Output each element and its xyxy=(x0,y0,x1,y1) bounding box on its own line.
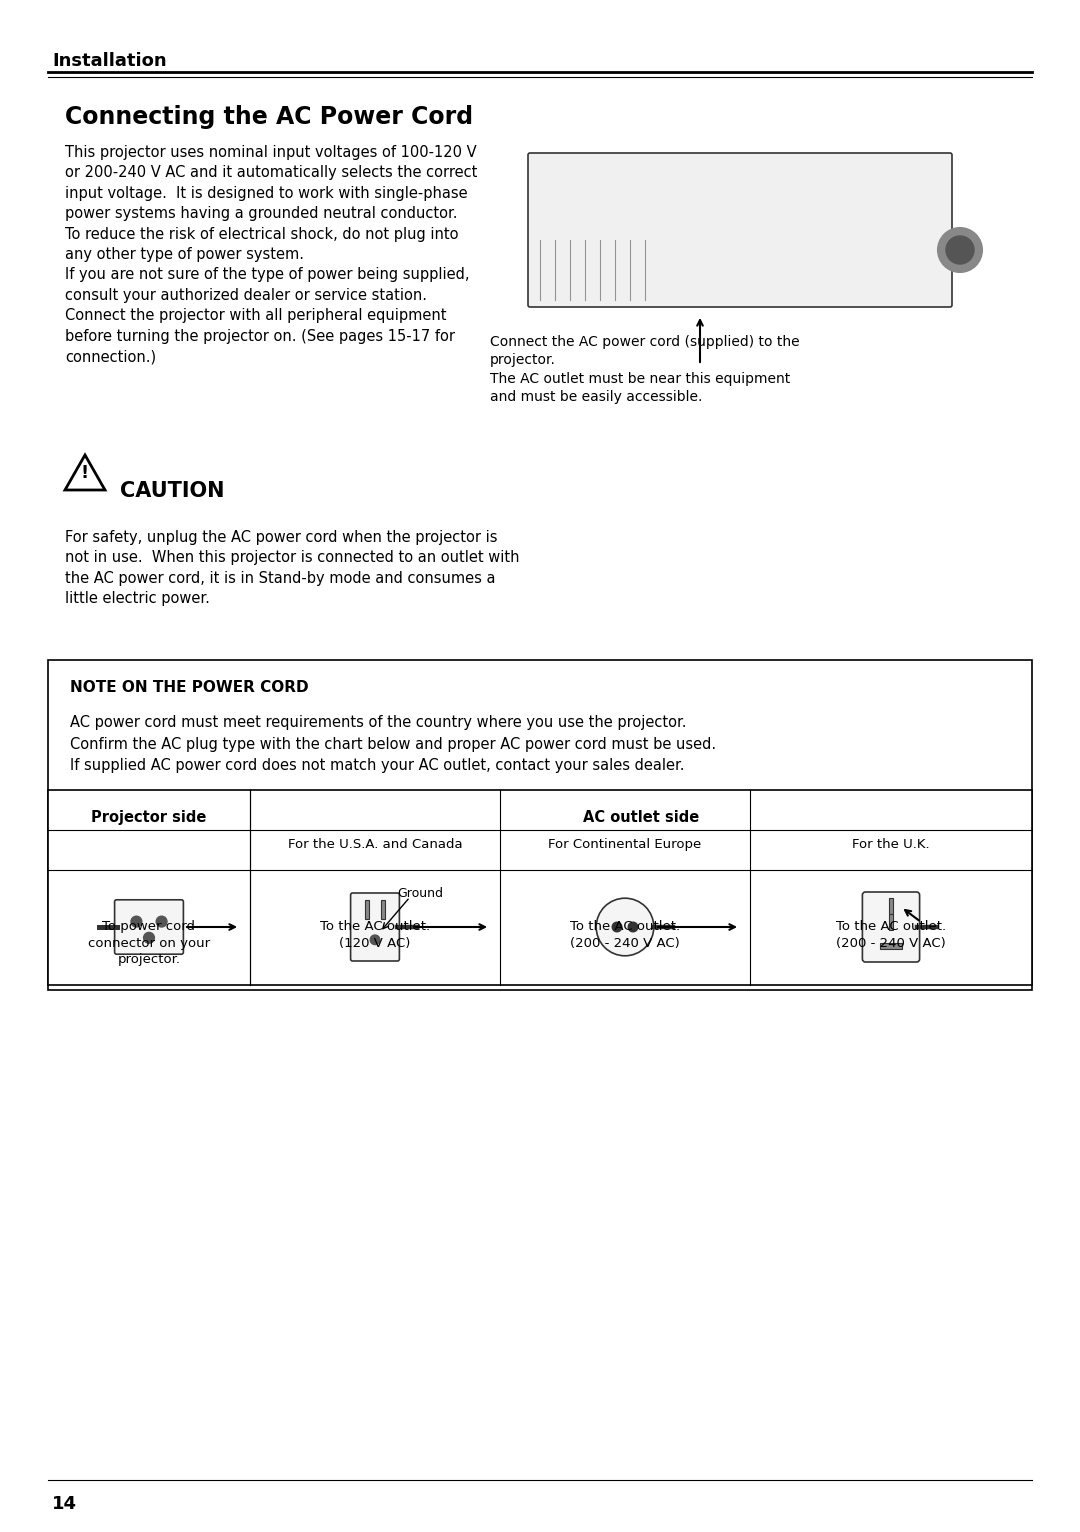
Text: AC outlet side: AC outlet side xyxy=(583,810,699,826)
Text: Ground: Ground xyxy=(397,887,443,899)
Bar xyxy=(48,791,1032,985)
Bar xyxy=(889,898,893,915)
Text: Connect the AC power cord (supplied) to the
projector.
The AC outlet must be nea: Connect the AC power cord (supplied) to … xyxy=(490,336,799,404)
Text: Installation: Installation xyxy=(52,52,166,70)
Text: To power cord
connector on your
projector.: To power cord connector on your projecto… xyxy=(87,921,211,967)
Polygon shape xyxy=(65,455,105,490)
FancyBboxPatch shape xyxy=(114,899,184,954)
Text: For safety, unplug the AC power cord when the projector is
not in use.  When thi: For safety, unplug the AC power cord whe… xyxy=(65,530,519,607)
Bar xyxy=(365,899,369,919)
Text: For the U.K.: For the U.K. xyxy=(852,838,930,850)
FancyBboxPatch shape xyxy=(528,153,951,306)
Circle shape xyxy=(144,933,154,944)
Text: 14: 14 xyxy=(52,1495,77,1514)
Text: Projector side: Projector side xyxy=(92,810,206,826)
Text: CAUTION: CAUTION xyxy=(120,481,225,501)
Circle shape xyxy=(370,935,380,945)
Text: For the U.S.A. and Canada: For the U.S.A. and Canada xyxy=(287,838,462,850)
Text: NOTE ON THE POWER CORD: NOTE ON THE POWER CORD xyxy=(70,680,309,696)
Text: AC power cord must meet requirements of the country where you use the projector.: AC power cord must meet requirements of … xyxy=(70,715,716,774)
Circle shape xyxy=(946,236,974,264)
Bar xyxy=(48,660,1032,990)
Bar xyxy=(880,944,902,950)
Circle shape xyxy=(157,916,167,927)
Circle shape xyxy=(629,922,638,931)
FancyBboxPatch shape xyxy=(863,892,919,962)
Circle shape xyxy=(131,916,141,927)
Text: To the AC outlet.
(200 - 240 V AC): To the AC outlet. (200 - 240 V AC) xyxy=(836,921,946,950)
Text: !: ! xyxy=(81,464,89,483)
Text: This projector uses nominal input voltages of 100-120 V
or 200-240 V AC and it a: This projector uses nominal input voltag… xyxy=(65,146,477,365)
Text: Connecting the AC Power Cord: Connecting the AC Power Cord xyxy=(65,106,473,129)
Circle shape xyxy=(939,228,982,273)
FancyBboxPatch shape xyxy=(351,893,400,961)
Text: To the AC outlet.
(120 V AC): To the AC outlet. (120 V AC) xyxy=(320,921,430,950)
Text: To the AC outlet.
(200 - 240 V AC): To the AC outlet. (200 - 240 V AC) xyxy=(570,921,680,950)
Circle shape xyxy=(596,898,653,956)
Text: For Continental Europe: For Continental Europe xyxy=(549,838,702,850)
Bar xyxy=(889,915,893,930)
Circle shape xyxy=(612,922,622,931)
Bar xyxy=(380,899,386,919)
